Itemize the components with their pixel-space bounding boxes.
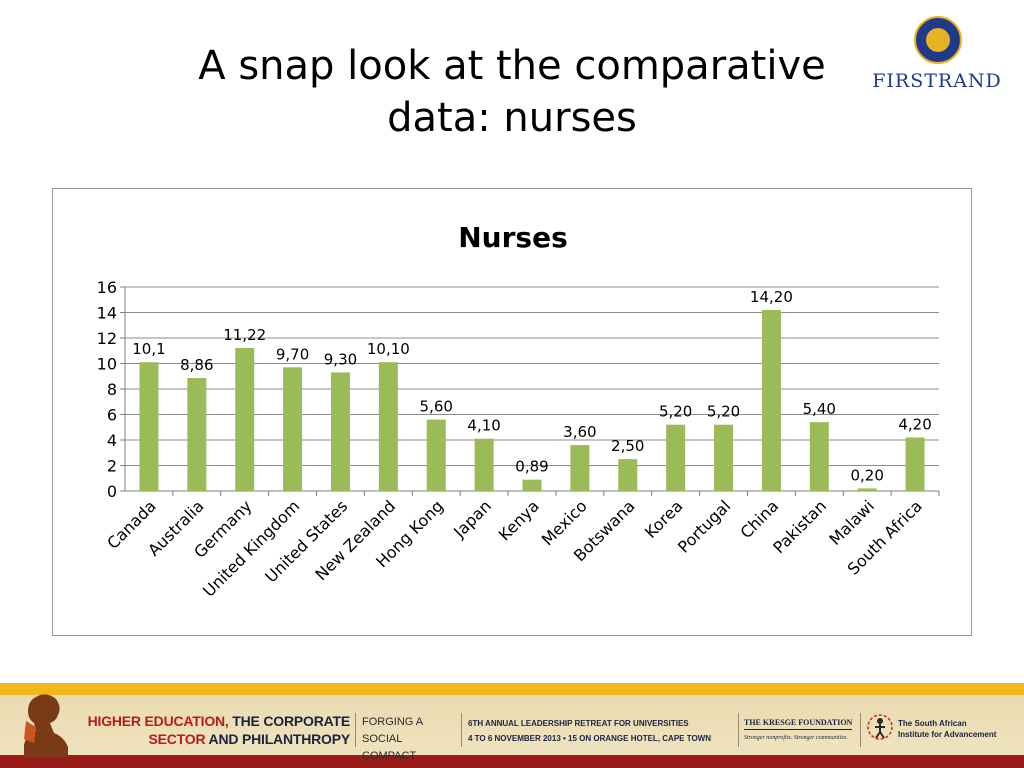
y-axis: 0 2 4 6 8 10 12 14 16 <box>97 278 126 501</box>
footer-banner: HIGHER EDUCATION, THE CORPORATE SECTOR A… <box>0 683 1024 768</box>
y-tick-label: 8 <box>107 380 117 399</box>
data-label: 5,60 <box>420 398 453 416</box>
y-tick-label: 10 <box>97 355 117 374</box>
y-tick-label: 12 <box>97 329 117 348</box>
kresge-name: THE KRESGE FOUNDATION <box>744 716 853 730</box>
nurses-bar-chart: Nurses 0 2 4 6 8 10 12 14 16 10,1 8,86 11,22 9,70 9,… <box>97 221 940 601</box>
bars <box>139 309 925 491</box>
gridlines <box>125 286 939 492</box>
data-label: 0,20 <box>850 466 883 484</box>
chart-title: Nurses <box>458 221 568 254</box>
data-label: 4,20 <box>898 415 931 433</box>
bar <box>761 309 781 491</box>
kresge-tagline: Stronger nonprofits. Stronger communitie… <box>744 735 848 741</box>
kresge-logo: THE KRESGE FOUNDATION Stronger nonprofit… <box>744 716 860 745</box>
y-tick-label: 4 <box>107 431 117 450</box>
data-label: 4,10 <box>467 417 500 435</box>
logo-text: FIRSTRAND <box>872 70 1002 92</box>
chart-container: Nurses 0 2 4 6 8 10 12 14 16 10,1 8,86 11,22 9,70 9,… <box>52 188 972 636</box>
footer-main-line2-highlight: SECTOR <box>148 731 206 747</box>
footer-main-line1-highlight: HIGHER EDUCATION, <box>87 713 229 729</box>
y-tick-label: 0 <box>107 482 117 501</box>
bar <box>330 372 350 491</box>
bar <box>714 424 734 491</box>
y-tick-label: 14 <box>97 304 117 323</box>
footer-main-title: HIGHER EDUCATION, THE CORPORATE SECTOR A… <box>84 712 351 748</box>
y-tick-label: 6 <box>107 406 117 425</box>
bar <box>618 459 638 491</box>
footer-forging-line2: SOCIAL COMPACT <box>362 733 417 762</box>
bar <box>905 437 925 491</box>
x-tick-label: Kenya <box>495 496 543 544</box>
bar <box>809 422 829 491</box>
x-tick-label: China <box>736 496 782 542</box>
data-label: 8,86 <box>180 356 213 374</box>
data-label: 0,89 <box>515 458 548 476</box>
footer-event-line1: 6TH ANNUAL LEADERSHIP RETREAT FOR UNIVER… <box>468 719 689 728</box>
data-label: 14,20 <box>750 288 793 306</box>
footer-main-line1-rest: THE CORPORATE <box>228 713 350 729</box>
data-label: 5,20 <box>659 403 692 421</box>
footer-main-line2-rest: AND PHILANTHROPY <box>205 731 351 747</box>
data-label: 2,50 <box>611 437 644 455</box>
thinker-figure-icon <box>24 694 68 757</box>
bar <box>666 424 686 491</box>
saia-logo-text: The South African Institute for Advancem… <box>898 718 1018 740</box>
x-tick-label: United States <box>261 496 351 586</box>
saia-line1: The South African <box>898 719 967 728</box>
firstrand-logo: FIRSTRAND <box>862 14 1012 94</box>
data-label: 11,22 <box>223 326 266 344</box>
x-tick-label: Portugal <box>674 496 734 556</box>
slide-title: A snap look at the comparative data: nur… <box>198 43 826 141</box>
footer-forging: FORGING A SOCIAL COMPACT <box>362 714 457 765</box>
bar <box>426 419 446 491</box>
footer-divider <box>738 713 739 747</box>
firstrand-emblem-icon <box>914 16 962 64</box>
footer-event-line2: 4 TO 6 NOVEMBER 2013 • 15 ON ORANGE HOTE… <box>468 734 711 743</box>
x-tick-label: Korea <box>641 496 687 542</box>
saia-line2: Institute for Advancement <box>898 730 997 739</box>
footer-divider <box>355 713 356 747</box>
bar <box>187 378 207 491</box>
bar <box>378 362 398 491</box>
saia-emblem-icon <box>867 714 893 740</box>
footer-forging-line1: FORGING A <box>362 716 424 728</box>
data-label: 5,20 <box>707 403 740 421</box>
bar <box>235 347 255 491</box>
bar <box>139 362 159 491</box>
data-label: 3,60 <box>563 423 596 441</box>
bar <box>570 445 590 491</box>
y-tick-label: 2 <box>107 457 117 476</box>
x-tick-label: Japan <box>449 496 495 542</box>
bar <box>522 479 542 491</box>
x-tick-label: Pakistan <box>769 496 830 557</box>
bar <box>474 438 494 491</box>
footer-divider <box>461 713 462 747</box>
data-label: 10,10 <box>367 340 410 358</box>
data-label: 5,40 <box>803 400 836 418</box>
footer-divider <box>860 713 861 747</box>
data-label: 9,30 <box>324 350 357 368</box>
footer-event: 6TH ANNUAL LEADERSHIP RETREAT FOR UNIVER… <box>468 716 733 746</box>
data-label: 9,70 <box>276 345 309 363</box>
bar <box>857 488 877 491</box>
data-labels: 10,1 8,86 11,22 9,70 9,30 10,10 5,60 4,10 0,89 3,… <box>132 288 932 485</box>
y-tick-label: 16 <box>97 278 117 297</box>
bar <box>283 367 303 491</box>
data-label: 10,1 <box>132 340 165 358</box>
